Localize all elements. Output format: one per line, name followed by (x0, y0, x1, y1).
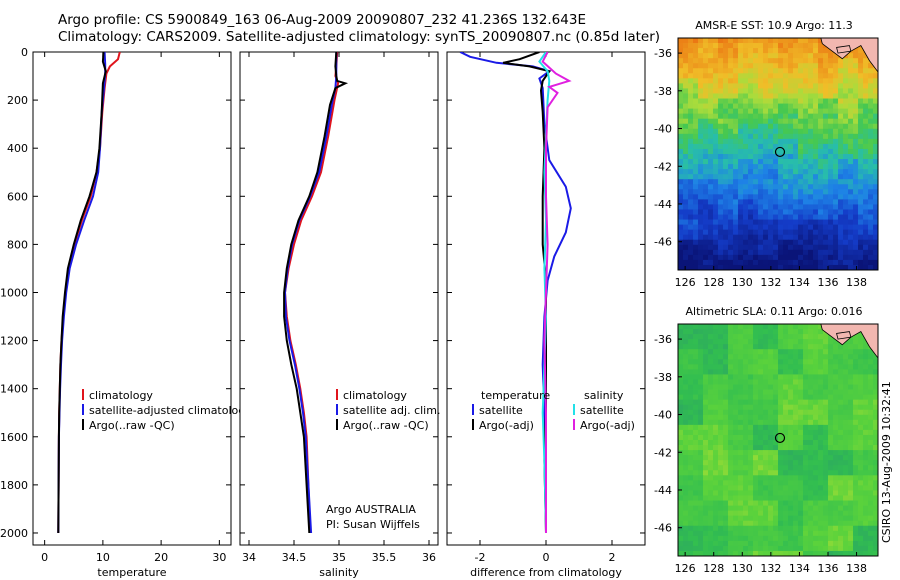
y-tick-label: 2000 (0, 527, 28, 540)
y-tick-label: -46 (654, 522, 672, 535)
x-tick-label: 136 (818, 562, 839, 575)
x-tick-label: 136 (818, 276, 839, 289)
map-title: AMSR-E SST: 10.9 Argo: 11.3 (695, 19, 853, 32)
y-tick-label: -44 (654, 484, 672, 497)
legend-title-temperature: temperature (481, 389, 550, 402)
x-tick-label: 134 (789, 562, 810, 575)
series-line-argo-raw-qc- (57, 52, 107, 534)
island (836, 45, 852, 54)
x-tick-label: 35 (332, 551, 346, 564)
map-field (678, 324, 879, 557)
legend-label: Argo(-adj) (580, 419, 635, 432)
y-tick-label: 1800 (0, 479, 28, 492)
map-title: Altimetric SLA: 0.11 Argo: 0.016 (685, 305, 862, 318)
legend-label: climatology (89, 389, 153, 402)
y-tick-label: 1200 (0, 335, 28, 348)
x-tick-label: 10 (96, 551, 110, 564)
x-tick-label: 0 (41, 551, 48, 564)
sla-map-panel: Altimetric SLA: 0.11 Argo: 0.016 126 128 13… (654, 305, 879, 575)
legend-label: Argo(-adj) (479, 419, 534, 432)
y-tick-label: -46 (654, 236, 672, 249)
x-tick-label: 20 (154, 551, 168, 564)
y-tick-label: 600 (7, 190, 28, 203)
map-frame (677, 323, 879, 557)
x-tick-label: 138 (846, 562, 867, 575)
x-tick-label: 35.5 (372, 551, 397, 564)
x-axis-label: temperature (97, 566, 166, 579)
argo-position-marker (774, 432, 786, 444)
legend-title-salinity: salinity (584, 389, 624, 402)
y-tick-label: 400 (7, 142, 28, 155)
plot-frame (239, 51, 439, 546)
x-axis-label: difference from climatology (470, 566, 622, 579)
x-tick-label: 132 (760, 276, 781, 289)
sst-map-panel: AMSR-E SST: 10.9 Argo: 11.3 126 128 130 132 1… (654, 19, 879, 289)
x-tick-label: 36 (422, 551, 436, 564)
x-tick-label: -2 (475, 551, 486, 564)
legend-label: satellite-adjusted climatolog (89, 404, 245, 417)
y-tick-label: 200 (7, 94, 28, 107)
plot-frame (32, 51, 232, 546)
figure-title-line-2: Climatology: CARS2009. Satellite-adjuste… (58, 29, 661, 45)
y-tick-label: -36 (654, 47, 672, 60)
legend-label: satellite (479, 404, 523, 417)
legend-label: climatology (343, 389, 407, 402)
y-tick-label: 0 (21, 46, 28, 59)
series-line-argo-raw-qc- (283, 52, 349, 534)
x-tick-label: 2 (609, 551, 616, 564)
credit-label: CSIRO 13-Aug-2009 10:32:41 (880, 381, 893, 543)
x-tick-label: 34 (242, 551, 256, 564)
x-tick-label: 34.5 (282, 551, 307, 564)
island (836, 331, 852, 340)
annotation-text: PI: Susan Wijffels (326, 518, 420, 531)
y-tick-label: -38 (654, 371, 672, 384)
x-tick-label: 130 (732, 276, 753, 289)
y-tick-label: -40 (654, 123, 672, 136)
x-tick-label: 30 (212, 551, 226, 564)
y-tick-label: 1600 (0, 431, 28, 444)
temperature-panel: 0 10 20 30 0 200 400 600 800 1000 1200 1400 1600 1800… (0, 46, 245, 579)
x-tick-label: 130 (732, 562, 753, 575)
legend-label: Argo(..raw -QC) (89, 419, 175, 432)
y-tick-label: -36 (654, 333, 672, 346)
y-tick-label: -38 (654, 85, 672, 98)
y-tick-label: 1400 (0, 383, 28, 396)
salinity-panel: 34 34.5 35 35.5 36 salinity climatology satelli… (239, 51, 440, 579)
difference-panel: -2 0 2 difference from climatology temperatu… (446, 51, 646, 579)
x-tick-label: 128 (703, 276, 724, 289)
map-field (678, 38, 879, 271)
series-line-salinity-argo-adj- (541, 52, 572, 533)
x-tick-label: 138 (846, 276, 867, 289)
y-tick-label: -42 (654, 160, 672, 173)
x-tick-label: 0 (543, 551, 550, 564)
x-tick-label: 132 (760, 562, 781, 575)
y-tick-label: -40 (654, 409, 672, 422)
x-tick-label: 126 (675, 276, 696, 289)
x-axis-label: salinity (319, 566, 359, 579)
annotation-text: Argo AUSTRALIA (326, 503, 416, 516)
y-tick-label: 800 (7, 238, 28, 251)
x-tick-label: 126 (675, 562, 696, 575)
legend-label: satellite adj. clim. (343, 404, 440, 417)
y-tick-label: 1000 (0, 286, 28, 299)
y-tick-label: -42 (654, 446, 672, 459)
argo-position-marker (774, 146, 786, 158)
figure-title-line-1: Argo profile: CS 5900849_163 06-Aug-2009… (58, 12, 586, 28)
x-tick-label: 128 (703, 562, 724, 575)
legend-label: satellite (580, 404, 624, 417)
legend-label: Argo(..raw -QC) (343, 419, 429, 432)
y-tick-label: -44 (654, 198, 672, 211)
x-tick-label: 134 (789, 276, 810, 289)
map-frame (677, 37, 879, 271)
